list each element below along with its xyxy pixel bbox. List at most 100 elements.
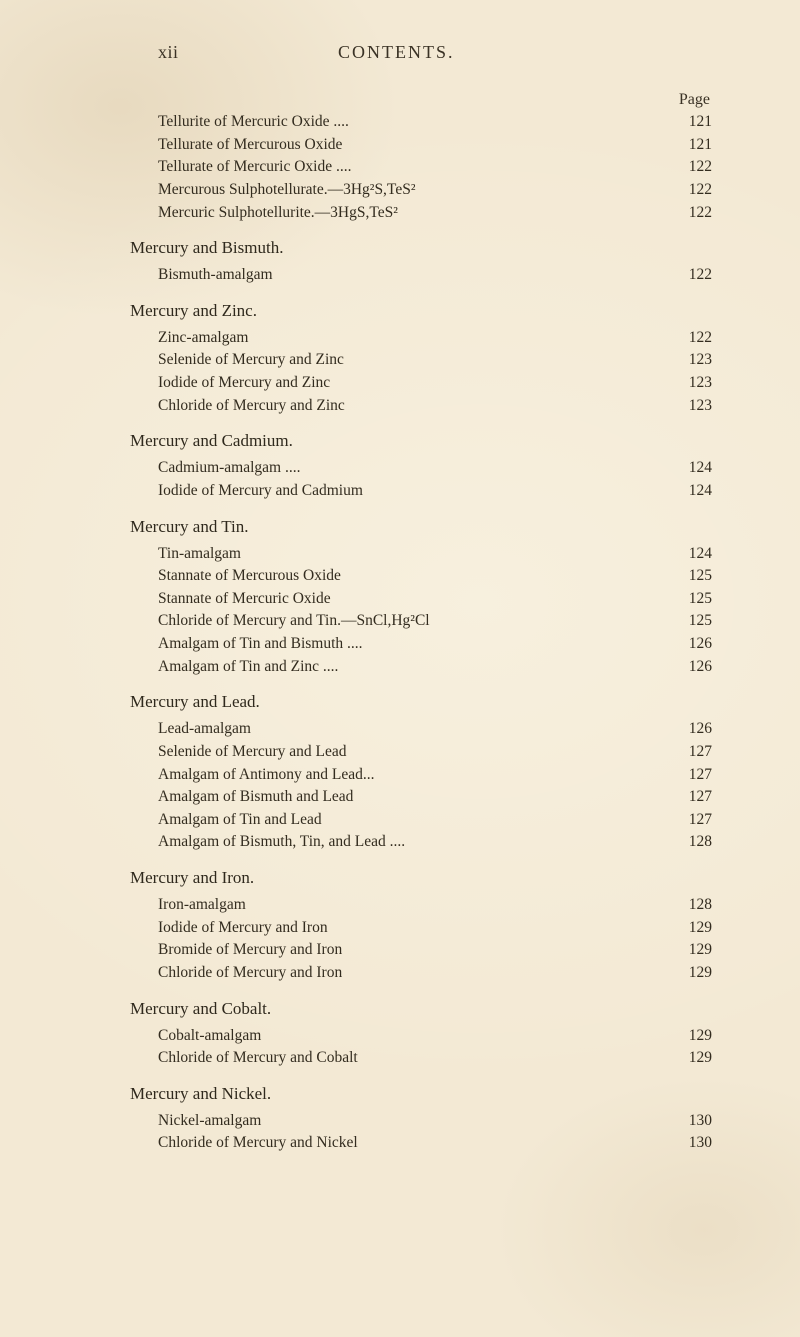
toc-entry-page: 122 xyxy=(668,156,712,179)
section-heading: Mercury and Cadmium. xyxy=(130,431,712,451)
toc-entry: Amalgam of Tin and Bismuth ....126 xyxy=(158,633,712,656)
toc-entry-label: Tellurate of Mercurous Oxide xyxy=(158,134,342,157)
toc-entry-page: 121 xyxy=(668,111,712,134)
toc-entry-label: Chloride of Mercury and Iron xyxy=(158,962,342,985)
toc-entry: Amalgam of Tin and Zinc .... 126 xyxy=(158,656,712,679)
toc-entry-label: Bismuth-amalgam xyxy=(158,264,273,287)
section-heading: Mercury and Nickel. xyxy=(130,1084,712,1104)
toc-entry: Zinc-amalgam 122 xyxy=(158,327,712,350)
toc-entry-label: Iodide of Mercury and Iron xyxy=(158,917,328,940)
toc-entry: Iodide of Mercury and Cadmium 124 xyxy=(158,480,712,503)
toc-entry-page: 127 xyxy=(668,809,712,832)
contents-body: Tellurite of Mercuric Oxide ....121Tellu… xyxy=(158,111,712,1155)
toc-entry-page: 129 xyxy=(668,1025,712,1048)
toc-entry: Lead-amalgam 126 xyxy=(158,718,712,741)
toc-entry-label: Cadmium-amalgam .... xyxy=(158,457,300,480)
toc-entry: Chloride of Mercury and Nickel 130 xyxy=(158,1132,712,1155)
toc-entry-label: Selenide of Mercury and Zinc xyxy=(158,349,344,372)
toc-entry: Selenide of Mercury and Lead 127 xyxy=(158,741,712,764)
toc-entry-page: 129 xyxy=(668,939,712,962)
toc-entry: Chloride of Mercury and Iron 129 xyxy=(158,962,712,985)
toc-entry-page: 123 xyxy=(668,372,712,395)
toc-entry-page: 127 xyxy=(668,741,712,764)
toc-entry-page: 129 xyxy=(668,1047,712,1070)
toc-entry-label: Tellurite of Mercuric Oxide .... xyxy=(158,111,349,134)
toc-entry: Cobalt-amalgam 129 xyxy=(158,1025,712,1048)
toc-entry-page: 130 xyxy=(668,1132,712,1155)
toc-entry-page: 121 xyxy=(668,134,712,157)
toc-entry-label: Chloride of Mercury and Cobalt xyxy=(158,1047,358,1070)
section-heading: Mercury and Cobalt. xyxy=(130,999,712,1019)
toc-entry-label: Stannate of Mercurous Oxide xyxy=(158,565,341,588)
toc-entry-page: 126 xyxy=(668,656,712,679)
toc-entry: Nickel-amalgam 130 xyxy=(158,1110,712,1133)
toc-entry-page: 123 xyxy=(668,349,712,372)
toc-entry: Iron-amalgam128 xyxy=(158,894,712,917)
section-heading: Mercury and Bismuth. xyxy=(130,238,712,258)
toc-entry-label: Amalgam of Tin and Bismuth .... xyxy=(158,633,363,656)
toc-entry-page: 128 xyxy=(668,894,712,917)
toc-entry-page: 125 xyxy=(668,565,712,588)
toc-entry: Mercuric Sulphotellurite.—3HgS,TeS²122 xyxy=(158,202,712,225)
toc-entry-page: 127 xyxy=(668,764,712,787)
toc-entry-page: 122 xyxy=(668,327,712,350)
toc-entry-label: Mercuric Sulphotellurite.—3HgS,TeS² xyxy=(158,202,398,225)
toc-entry: Chloride of Mercury and Zinc 123 xyxy=(158,395,712,418)
toc-entry-label: Chloride of Mercury and Zinc xyxy=(158,395,345,418)
toc-entry: Amalgam of Bismuth, Tin, and Lead .... 12… xyxy=(158,831,712,854)
toc-entry-label: Selenide of Mercury and Lead xyxy=(158,741,347,764)
toc-entry-label: Tellurate of Mercuric Oxide .... xyxy=(158,156,351,179)
toc-entry-label: Amalgam of Tin and Lead xyxy=(158,809,322,832)
toc-entry-page: 123 xyxy=(668,395,712,418)
toc-entry-page: 124 xyxy=(668,480,712,503)
toc-entry: Mercurous Sulphotellurate.—3Hg²S,TeS² 122 xyxy=(158,179,712,202)
page-container: xii CONTENTS. Page Tellurite of Mercuric… xyxy=(0,0,800,1337)
toc-entry: Bismuth-amalgam 122 xyxy=(158,264,712,287)
toc-entry-label: Nickel-amalgam xyxy=(158,1110,261,1133)
section-heading: Mercury and Iron. xyxy=(130,868,712,888)
toc-entry: Iodide of Mercury and Iron 129 xyxy=(158,917,712,940)
toc-entry-label: Mercurous Sulphotellurate.—3Hg²S,TeS² xyxy=(158,179,415,202)
toc-entry-label: Bromide of Mercury and Iron xyxy=(158,939,342,962)
toc-entry: Tin-amalgam124 xyxy=(158,543,712,566)
toc-entry: Amalgam of Antimony and Lead... 127 xyxy=(158,764,712,787)
toc-entry-label: Iodide of Mercury and Zinc xyxy=(158,372,330,395)
toc-entry: Amalgam of Tin and Lead 127 xyxy=(158,809,712,832)
toc-entry-page: 125 xyxy=(668,610,712,633)
toc-entry-label: Amalgam of Tin and Zinc .... xyxy=(158,656,338,679)
toc-entry-page: 128 xyxy=(668,831,712,854)
toc-entry: Chloride of Mercury and Cobalt 129 xyxy=(158,1047,712,1070)
toc-entry-label: Amalgam of Bismuth, Tin, and Lead .... xyxy=(158,831,405,854)
toc-entry-page: 124 xyxy=(668,457,712,480)
toc-entry-page: 122 xyxy=(668,179,712,202)
toc-entry: Chloride of Mercury and Tin.—SnCl,Hg²Cl 1… xyxy=(158,610,712,633)
toc-entry: Cadmium-amalgam .... 124 xyxy=(158,457,712,480)
toc-entry-page: 129 xyxy=(668,917,712,940)
toc-entry-page: 130 xyxy=(668,1110,712,1133)
toc-entry-label: Lead-amalgam xyxy=(158,718,251,741)
toc-entry-label: Iodide of Mercury and Cadmium xyxy=(158,480,363,503)
section-heading: Mercury and Lead. xyxy=(130,692,712,712)
toc-entry-label: Chloride of Mercury and Nickel xyxy=(158,1132,358,1155)
toc-entry-label: Cobalt-amalgam xyxy=(158,1025,261,1048)
toc-entry: Tellurate of Mercurous Oxide 121 xyxy=(158,134,712,157)
page-column-label: Page xyxy=(158,91,710,109)
section-heading: Mercury and Tin. xyxy=(130,517,712,537)
toc-entry: Tellurate of Mercuric Oxide .... 122 xyxy=(158,156,712,179)
toc-entry-label: Zinc-amalgam xyxy=(158,327,248,350)
toc-entry: Iodide of Mercury and Zinc 123 xyxy=(158,372,712,395)
toc-entry-label: Tin-amalgam xyxy=(158,543,241,566)
toc-entry-page: 122 xyxy=(668,264,712,287)
toc-entry: Selenide of Mercury and Zinc 123 xyxy=(158,349,712,372)
toc-entry: Stannate of Mercuric Oxide125 xyxy=(158,588,712,611)
toc-entry-label: Amalgam of Antimony and Lead... xyxy=(158,764,375,787)
toc-entry-page: 129 xyxy=(668,962,712,985)
toc-entry-label: Chloride of Mercury and Tin.—SnCl,Hg²Cl xyxy=(158,610,430,633)
page-roman-numeral: xii xyxy=(158,42,338,63)
toc-entry: Stannate of Mercurous Oxide 125 xyxy=(158,565,712,588)
section-heading: Mercury and Zinc. xyxy=(130,301,712,321)
toc-entry-page: 126 xyxy=(668,718,712,741)
page-title: CONTENTS. xyxy=(338,42,455,63)
toc-entry: Tellurite of Mercuric Oxide .... 121 xyxy=(158,111,712,134)
toc-entry: Bromide of Mercury and Iron 129 xyxy=(158,939,712,962)
